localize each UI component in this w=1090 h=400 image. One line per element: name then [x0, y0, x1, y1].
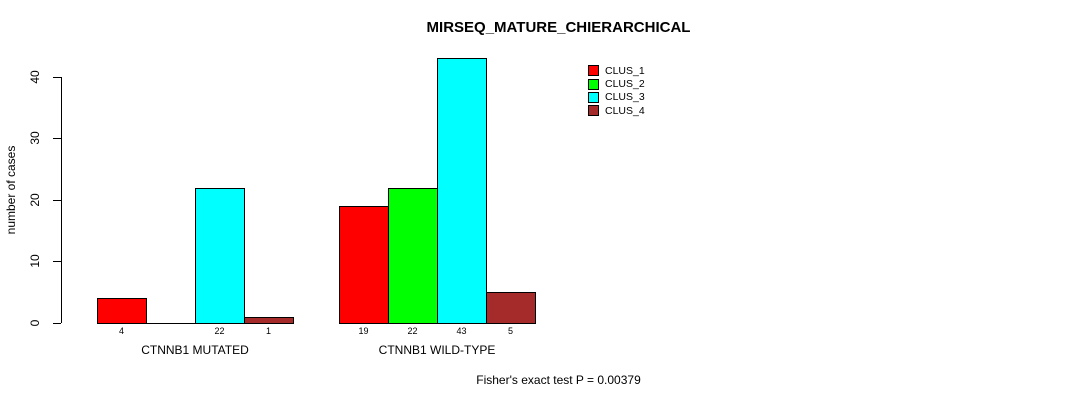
- x-category-label: CTNNB1 MUTATED: [141, 343, 249, 357]
- y-tick-label: 10: [28, 254, 42, 268]
- legend-item: CLUS_4: [588, 104, 645, 117]
- y-tick-label: 20: [28, 193, 42, 207]
- bar: [437, 58, 487, 324]
- bar-value-label: 43: [456, 326, 467, 336]
- bar: [195, 188, 245, 324]
- chart-title: MIRSEQ_MATURE_CHIERARCHICAL: [426, 19, 691, 36]
- bar: [97, 298, 147, 324]
- y-tick: [53, 323, 61, 324]
- y-tick: [53, 200, 61, 201]
- y-tick: [53, 77, 61, 78]
- bar: [388, 188, 438, 324]
- bar-value-label: 4: [118, 326, 125, 336]
- bar-value-label: 22: [407, 326, 418, 336]
- bar-zero-line: [146, 323, 196, 324]
- bar: [244, 317, 294, 324]
- legend-swatch: [588, 105, 599, 117]
- y-tick: [53, 138, 61, 139]
- fisher-test-annotation: Fisher's exact test P = 0.00379: [476, 373, 641, 387]
- legend-swatch: [588, 65, 599, 77]
- legend-label: CLUS_1: [605, 64, 645, 77]
- x-category-label: CTNNB1 WILD-TYPE: [378, 343, 496, 357]
- legend-label: CLUS_2: [605, 78, 645, 91]
- y-axis-label: number of cases: [4, 145, 18, 235]
- y-axis-line: [61, 77, 62, 323]
- bar-value-label: 5: [507, 326, 514, 336]
- legend-item: CLUS_2: [588, 77, 645, 90]
- bar-value-label: 22: [214, 326, 225, 336]
- bar: [339, 206, 389, 324]
- legend-label: CLUS_3: [605, 91, 645, 104]
- y-tick: [53, 261, 61, 262]
- y-tick-label: 0: [28, 319, 42, 327]
- legend-swatch: [588, 91, 599, 103]
- legend-label: CLUS_4: [605, 104, 645, 117]
- legend-item: CLUS_1: [588, 64, 645, 77]
- y-tick-label: 30: [28, 131, 42, 145]
- legend: CLUS_1 CLUS_2 CLUS_3 CLUS_4: [588, 64, 645, 118]
- legend-swatch: [588, 78, 599, 90]
- y-tick-label: 40: [28, 70, 42, 84]
- legend-item: CLUS_3: [588, 91, 645, 104]
- bar-value-label: 19: [358, 326, 369, 336]
- bar: [486, 292, 536, 324]
- bar-value-label: 1: [265, 326, 272, 336]
